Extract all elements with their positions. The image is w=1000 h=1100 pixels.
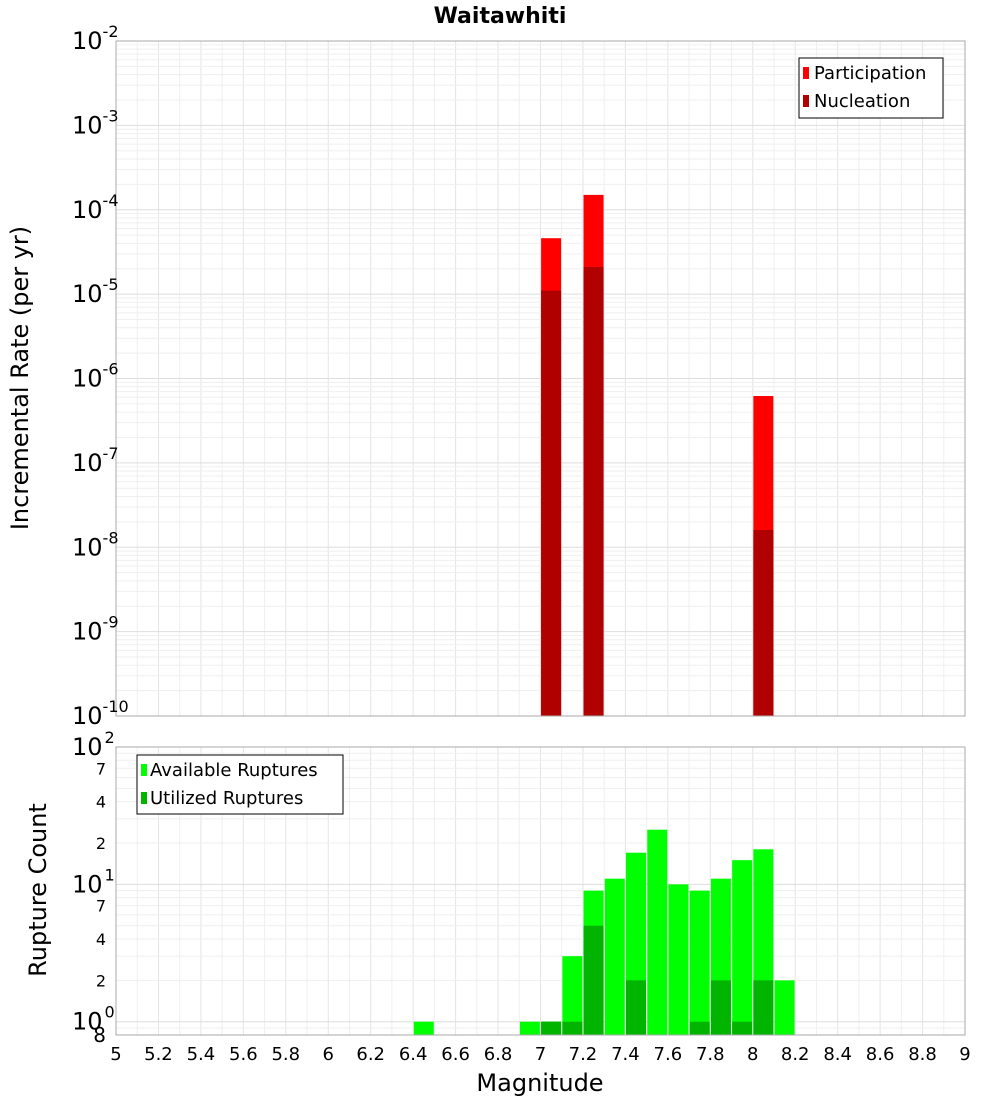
x-tick-label: 5.8 xyxy=(271,1044,300,1065)
top-plot-area: 10-10 10-9 10-8 10-7 10-6 10-5 10-4 10-3 10-2 Par… xyxy=(72,22,966,730)
y-tick-label: 8 xyxy=(93,1023,106,1047)
y-tick-label: 10-9 xyxy=(72,613,119,646)
x-tick-label: 8.8 xyxy=(908,1044,937,1065)
nucleation-bar xyxy=(753,530,774,716)
top-grid xyxy=(115,41,966,717)
available-ruptures-bar xyxy=(732,860,753,1035)
legend-box xyxy=(798,57,944,119)
y-tick-label: 2 xyxy=(96,971,106,990)
top-y-axis-label: Incremental Rate (per yr) xyxy=(6,226,34,530)
y-power-label: 10 0 xyxy=(72,1003,115,1036)
utilized-ruptures-bar xyxy=(732,1021,753,1035)
available-ruptures-bar xyxy=(668,884,689,1035)
legend-box xyxy=(136,754,344,815)
x-tick-label: 7.4 xyxy=(611,1044,640,1065)
y-tick-label: 10-4 xyxy=(72,191,119,224)
x-tick-label: 6.2 xyxy=(356,1044,385,1065)
x-tick-label: 5.2 xyxy=(144,1044,173,1065)
y-power-label: 10 1 xyxy=(72,865,115,898)
x-tick-label: 8.2 xyxy=(781,1044,810,1065)
top-plot-border xyxy=(115,40,966,717)
utilized-ruptures-bar xyxy=(626,980,647,1035)
nucleation-bar xyxy=(541,290,562,716)
utilized-ruptures-bar xyxy=(710,980,731,1035)
y-tick-label: 4 xyxy=(96,930,106,949)
top-legend: Participation Nucleation xyxy=(798,57,944,119)
x-tick-label: 6.4 xyxy=(399,1044,428,1065)
y-tick-label: 10-8 xyxy=(72,528,119,561)
legend-swatch xyxy=(803,67,809,79)
y-tick-label: 2 xyxy=(96,834,106,853)
x-axis-label: Magnitude xyxy=(476,1069,603,1097)
x-tick-label: 5 xyxy=(110,1044,121,1065)
legend-swatch xyxy=(141,764,147,776)
y-tick-label: 7 xyxy=(96,897,106,916)
x-tick-label: 8.6 xyxy=(866,1044,895,1065)
utilized-ruptures-bar xyxy=(562,1021,583,1035)
x-tick-label: 7.6 xyxy=(654,1044,683,1065)
y-tick-label: 7 xyxy=(96,759,106,778)
x-tick-label: 6.8 xyxy=(484,1044,513,1065)
available-ruptures-bar xyxy=(647,829,668,1035)
x-tick-label: 5.6 xyxy=(229,1044,258,1065)
available-ruptures-bar xyxy=(562,956,583,1035)
y-tick-label: 4 xyxy=(96,793,106,812)
bottom-legend: Available Ruptures Utilized Ruptures xyxy=(136,754,344,815)
x-tick-label: 8 xyxy=(747,1044,758,1065)
x-tick-label: 5.4 xyxy=(187,1044,216,1065)
x-tick-label: 8.4 xyxy=(823,1044,852,1065)
nucleation-bar xyxy=(583,266,604,716)
bottom-y-axis-label: Rupture Count xyxy=(24,803,52,977)
y-tick-label: 10-5 xyxy=(72,275,119,308)
utilized-ruptures-bar xyxy=(541,1021,562,1035)
x-tick-label: 9 xyxy=(959,1044,970,1065)
utilized-ruptures-bar xyxy=(689,1021,710,1035)
x-tick-label: 7.2 xyxy=(569,1044,598,1065)
x-tick-label: 6.6 xyxy=(441,1044,470,1065)
available-ruptures-bar xyxy=(519,1021,540,1035)
available-ruptures-bar xyxy=(689,890,710,1035)
y-tick-label: 10-6 xyxy=(72,360,119,393)
bottom-grid xyxy=(115,746,966,1036)
chart-title: Waitawhiti xyxy=(434,4,567,29)
x-tick-label: 7.8 xyxy=(696,1044,725,1065)
y-tick-label: 10-3 xyxy=(72,106,119,139)
legend-label: Available Ruptures xyxy=(150,760,318,781)
y-tick-label: 10-7 xyxy=(72,444,119,477)
legend-label: Utilized Ruptures xyxy=(150,788,303,809)
legend-label: Nucleation xyxy=(814,91,910,112)
x-tick-label: 7 xyxy=(535,1044,546,1065)
x-tick-label: 6 xyxy=(323,1044,334,1065)
available-ruptures-bar xyxy=(774,980,795,1035)
legend-label: Participation xyxy=(814,63,926,84)
y-tick-label: 10-2 xyxy=(72,22,119,55)
available-ruptures-bar xyxy=(604,878,625,1035)
y-power-label: 10 2 xyxy=(72,728,115,761)
legend-swatch xyxy=(803,95,809,107)
y-tick-label: 10-10 xyxy=(72,697,129,730)
utilized-ruptures-bar xyxy=(753,980,774,1035)
legend-swatch xyxy=(141,792,147,804)
utilized-ruptures-bar xyxy=(583,925,604,1035)
bottom-plot-border xyxy=(115,746,966,1036)
available-ruptures-bar xyxy=(413,1021,434,1035)
